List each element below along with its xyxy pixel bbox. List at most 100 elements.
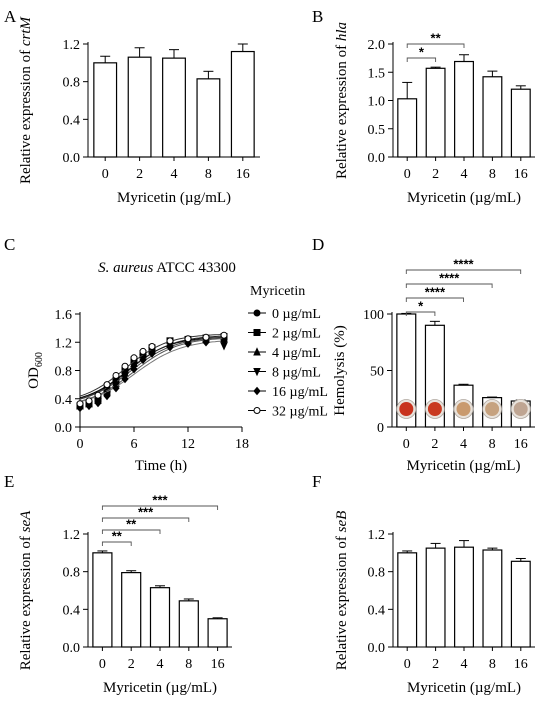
x-tick-label: 8: [489, 167, 496, 182]
significance-bracket: [405, 269, 522, 274]
x-tick-label: 12: [181, 437, 195, 452]
x-tick-label: 16: [514, 167, 528, 182]
y-tick-label: 0.0: [63, 151, 81, 166]
growth-curve-line: [79, 340, 224, 403]
x-tick-label: 8: [489, 657, 496, 672]
growth-curve-point: [202, 333, 210, 341]
growth-curve-point: [202, 337, 210, 347]
bar: [92, 552, 113, 648]
x-tick-label: 4: [461, 657, 468, 672]
significance-bracket: [405, 297, 464, 302]
bar: [149, 587, 171, 648]
significance-bracket: [101, 529, 161, 534]
x-tick-label: 2: [431, 437, 438, 452]
legend-label: 2 µg/mL: [272, 327, 321, 342]
growth-curve-point: [184, 335, 192, 343]
growth-curve-point: [220, 331, 228, 339]
y-tick-label: 1.2: [368, 528, 386, 543]
bar: [162, 57, 186, 158]
y-tick-label: 1.5: [368, 66, 386, 81]
y-tick-label: 0.5: [368, 123, 386, 138]
growth-curve-point: [148, 342, 156, 350]
growth-curve-point: [76, 403, 84, 413]
growth-curve-point: [130, 354, 138, 362]
chart-title-strain: ATCC 43300: [153, 260, 236, 276]
growth-curve-point: [121, 362, 129, 370]
x-tick-label: 0: [102, 167, 109, 182]
significance-bracket: [101, 541, 132, 546]
hemolysis-well-fill: [427, 402, 442, 416]
y-axis-label-gene: seB: [334, 511, 350, 533]
x-tick-label: 4: [461, 167, 468, 182]
x-axis-label: Myricetin (µg/mL): [407, 680, 521, 696]
panel-letter-b: B: [312, 7, 323, 26]
significance-label: ***: [152, 493, 168, 508]
x-tick-label: 4: [171, 167, 178, 182]
x-tick-label: 0: [77, 437, 84, 452]
y-tick-label: 0.4: [63, 113, 81, 128]
y-axis-label-gene: hla: [334, 22, 350, 41]
bar: [230, 50, 255, 158]
legend-marker: [253, 386, 261, 396]
x-tick-label: 16: [211, 657, 225, 672]
y-axis-label: OD600: [26, 352, 45, 389]
legend-label: 16 µg/mL: [272, 385, 328, 400]
growth-curve-point: [166, 342, 174, 352]
y-axis-label-subscript: 600: [34, 352, 45, 367]
bar: [121, 572, 142, 648]
growth-curve-point: [94, 391, 102, 399]
bar: [93, 62, 118, 158]
x-axis-label: Myricetin (µg/mL): [406, 458, 520, 474]
y-axis-label: Relative expression of seB: [334, 511, 350, 671]
legend-marker: [253, 368, 261, 377]
x-tick-label: 0: [403, 437, 410, 452]
y-tick-label: 0.4: [63, 603, 81, 618]
legend-marker: [253, 407, 261, 414]
hemolysis-well-fill: [513, 402, 528, 416]
bar: [397, 552, 418, 648]
bar: [482, 76, 503, 158]
y-tick-label: 0.0: [63, 641, 81, 656]
y-tick-label: 0.8: [368, 566, 386, 581]
y-tick-label: 0.8: [63, 76, 81, 91]
panel-b-chart: 0.00.51.01.52.00 2 4 8 16***Myricetin (µg/mL…: [334, 22, 535, 206]
panel-letter-f: F: [312, 472, 321, 491]
significance-bracket: [405, 311, 436, 316]
significance-label: *: [419, 45, 425, 60]
panel-f-chart: 0.0 0.4 0.8 1.2 0 2 4 8 16 Myricetin (µg/mL) Relat…: [334, 511, 535, 696]
y-axis-label-prefix: Relative expression of: [18, 46, 34, 184]
legend-label: 32 µg/mL: [272, 405, 328, 420]
y-axis-label: Relative expression of hla: [334, 22, 350, 179]
growth-curve-point: [76, 400, 84, 408]
significance-bracket: [406, 43, 465, 48]
x-tick-label: 0: [404, 167, 411, 182]
x-tick-label: 2: [432, 657, 439, 672]
x-tick-label: 16: [514, 657, 528, 672]
bar: [510, 560, 531, 648]
x-axis-label: Myricetin (µg/mL): [117, 190, 231, 206]
x-tick-label: 2: [128, 657, 135, 672]
legend-marker: [253, 309, 261, 317]
y-tick-label: 0.0: [55, 421, 73, 436]
significance-label: ****: [425, 285, 446, 300]
y-tick-label: 1.2: [55, 336, 73, 351]
x-tick-label: 4: [157, 657, 164, 672]
x-tick-label: 0: [99, 657, 106, 672]
hemolysis-well-fill: [399, 402, 414, 416]
y-tick-label: 50: [370, 365, 384, 380]
growth-curve-point: [94, 398, 102, 408]
growth-curve-point: [148, 349, 156, 358]
x-tick-label: 8: [205, 167, 212, 182]
y-tick-label: 0.4: [55, 393, 73, 408]
y-tick-label: 0.4: [368, 603, 386, 618]
x-tick-label: 2: [136, 167, 143, 182]
x-tick-label: 2: [432, 167, 439, 182]
y-axis-label: Relative expression of crtM: [18, 15, 34, 184]
bar: [178, 600, 199, 648]
bar: [196, 78, 221, 158]
bar: [127, 56, 152, 158]
y-tick-label: 0.8: [63, 566, 81, 581]
x-tick-label: 6: [131, 437, 138, 452]
y-axis-label-prefix: Relative expression of: [334, 41, 350, 179]
y-axis-label-main: OD: [26, 367, 42, 389]
